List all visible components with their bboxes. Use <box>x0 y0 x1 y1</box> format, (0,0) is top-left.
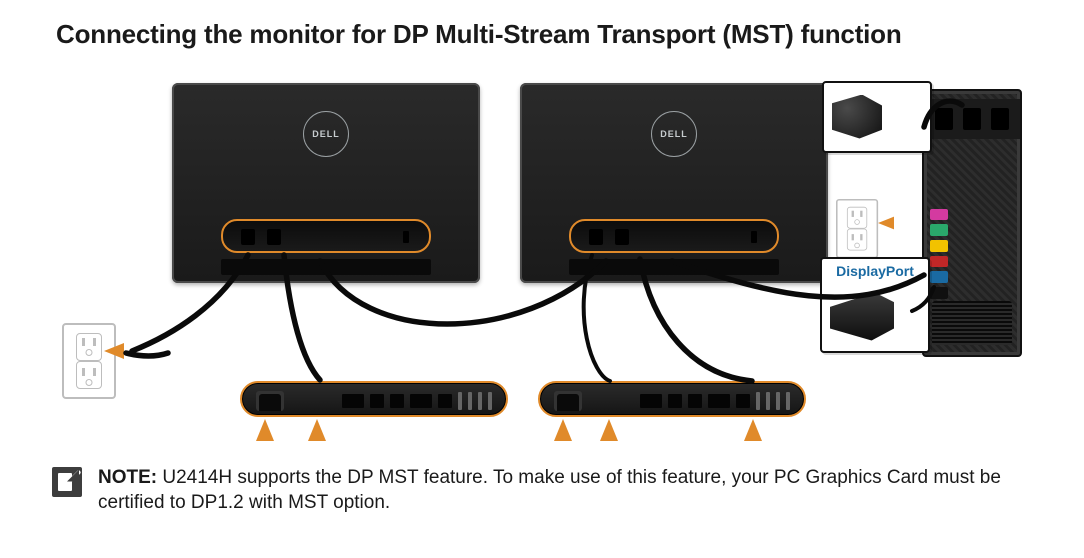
wall-outlet-left <box>62 323 116 399</box>
io-panel-2 <box>538 381 806 417</box>
power-plug-callout <box>822 81 932 153</box>
note-text: NOTE: U2414H supports the DP MST feature… <box>98 465 1028 516</box>
monitor-1-rear: DELL <box>172 83 480 283</box>
wall-outlet-top-right <box>836 199 878 258</box>
io-panel-1 <box>240 381 508 417</box>
monitor-2-rear: DELL <box>520 83 828 283</box>
dell-logo-icon: DELL <box>651 111 697 157</box>
pc-io-ports <box>930 209 952 299</box>
arrow-icon <box>308 419 326 441</box>
connection-diagram: DELL DELL <box>52 75 1024 447</box>
displayport-label: DisplayPort <box>822 263 928 279</box>
arrow-icon <box>256 419 274 441</box>
dell-logo-icon: DELL <box>303 111 349 157</box>
monitor-1-port-highlight <box>221 219 431 253</box>
arrow-icon <box>878 216 894 229</box>
arrow-icon <box>554 419 572 441</box>
monitor-2-port-highlight <box>569 219 779 253</box>
arrow-icon <box>600 419 618 441</box>
arrow-icon <box>104 343 124 359</box>
arrow-icon <box>744 419 762 441</box>
note-body: U2414H supports the DP MST feature. To m… <box>98 467 1001 514</box>
displayport-callout: DisplayPort <box>820 257 930 353</box>
note-icon <box>52 467 82 497</box>
pc-tower-rear <box>922 89 1022 357</box>
note-prefix: NOTE: <box>98 467 157 488</box>
note-row: NOTE: U2414H supports the DP MST feature… <box>52 465 1028 516</box>
page-title: Connecting the monitor for DP Multi-Stre… <box>56 18 1028 51</box>
